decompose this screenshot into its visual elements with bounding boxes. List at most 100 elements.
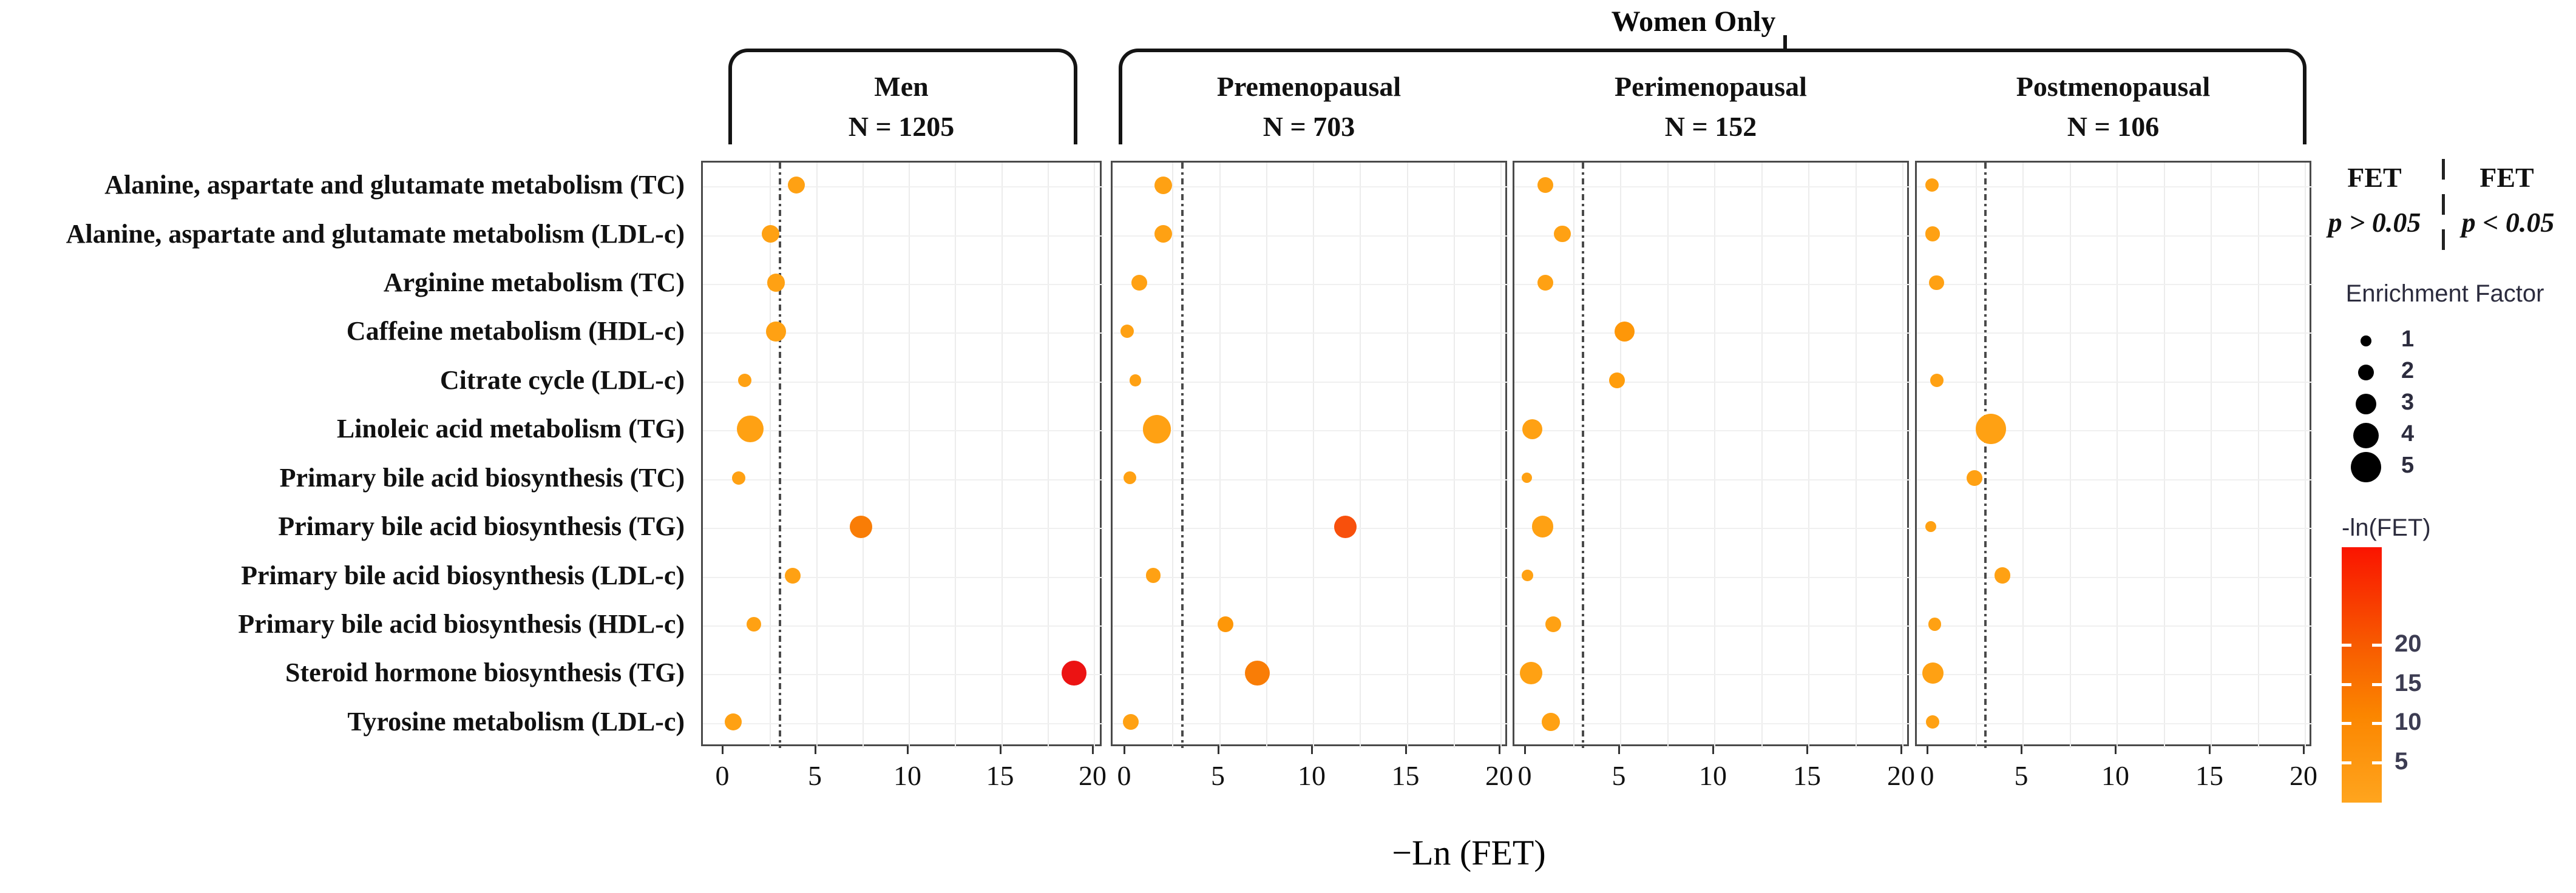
colorbar-tick-notch <box>2342 761 2351 764</box>
group-n-label: N = 703 <box>1263 111 1355 142</box>
data-point <box>1608 372 1625 388</box>
gridline-horizontal <box>703 284 1103 286</box>
data-point <box>1542 712 1561 731</box>
gridline-vertical <box>770 163 771 748</box>
pathway-label: Caffeine metabolism (HDL-c) <box>346 316 685 346</box>
x-axis-tick-label: 0 <box>715 760 730 791</box>
x-axis-tick <box>1499 746 1500 754</box>
data-point <box>1521 473 1532 484</box>
data-point <box>725 713 742 730</box>
x-axis-tick <box>1524 746 1526 754</box>
gridline-horizontal <box>1917 625 2313 627</box>
fet-sig-threshold: p < 0.05 <box>2461 207 2555 238</box>
panel-postmenopausal <box>1915 161 2313 748</box>
colorbar-title: -ln(FET) <box>2342 514 2431 541</box>
x-axis-tick-label: 20 <box>1887 760 1915 791</box>
x-axis-tick <box>1092 746 1094 754</box>
panel-perimenopausal <box>1513 161 1911 748</box>
gridline-horizontal <box>703 332 1103 334</box>
group-title: Men <box>874 71 929 102</box>
gridline-horizontal <box>1514 479 1911 480</box>
gridline-horizontal <box>1514 430 1911 432</box>
x-axis-tick-label: 0 <box>1920 760 1934 791</box>
data-point <box>1537 275 1554 291</box>
colorbar-tick-notch <box>2342 644 2351 647</box>
gridline-horizontal <box>1113 674 1509 676</box>
gridline-vertical <box>1047 163 1049 748</box>
x-axis-tick-label: 20 <box>1485 760 1513 791</box>
data-point <box>746 616 762 632</box>
fet-sig-title: FET <box>2479 162 2534 193</box>
data-point <box>1244 660 1270 686</box>
women-only-brace-pointer <box>1783 35 1787 51</box>
group-title: Postmenopausal <box>2016 71 2211 102</box>
data-point <box>1976 414 2007 445</box>
x-axis-title: −Ln (FET) <box>1392 833 1546 872</box>
x-axis-tick <box>1405 746 1407 754</box>
data-point <box>766 322 786 342</box>
data-point <box>1120 325 1134 339</box>
gridline-horizontal <box>1917 528 2313 530</box>
gridline-horizontal <box>1113 332 1509 334</box>
x-axis-tick <box>1124 746 1125 754</box>
pathway-label: Primary bile acid biosynthesis (TC) <box>279 462 685 493</box>
x-axis-tick <box>1217 746 1219 754</box>
x-axis-tick <box>2209 746 2211 754</box>
gridline-horizontal <box>703 674 1103 676</box>
gridline-vertical <box>1360 163 1361 748</box>
data-point <box>1930 373 1944 387</box>
enrichment-size-label: 4 <box>2401 421 2415 447</box>
gridline-horizontal <box>1113 381 1509 383</box>
data-point <box>1123 471 1136 485</box>
gridline-horizontal <box>703 235 1103 237</box>
data-point <box>737 373 751 387</box>
gridline-vertical <box>1266 163 1267 748</box>
gridline-horizontal <box>1113 723 1509 724</box>
gridline-vertical <box>862 163 864 748</box>
gridline-vertical <box>1975 163 1977 748</box>
data-point <box>1929 275 1944 291</box>
gridline-horizontal <box>1514 332 1911 334</box>
data-point <box>736 416 764 443</box>
data-point <box>1994 567 2011 584</box>
x-axis-tick-label: 20 <box>2290 760 2317 791</box>
gridline-vertical <box>1094 163 1095 748</box>
data-point <box>1614 321 1635 342</box>
gridline-vertical <box>1219 163 1221 748</box>
colorbar-tick-notch <box>2372 761 2382 764</box>
pathway-label: Alanine, aspartate and glutamate metabol… <box>66 218 685 249</box>
colorbar-tick-label: 10 <box>2395 709 2422 735</box>
x-axis-tick <box>2021 746 2022 754</box>
fet-legend-divider <box>2442 159 2445 262</box>
x-axis-tick-label: 15 <box>1793 760 1821 791</box>
gridline-horizontal <box>1113 284 1509 286</box>
gridline-vertical <box>1001 163 1003 748</box>
gridline-horizontal <box>1514 625 1911 627</box>
gridline-vertical <box>909 163 910 748</box>
pathway-label: Linoleic acid metabolism (TG) <box>336 414 685 444</box>
gridline-horizontal <box>1917 723 2313 724</box>
colorbar-gradient <box>2342 547 2382 803</box>
panel-men <box>701 161 1103 748</box>
data-point <box>850 515 873 538</box>
data-point <box>767 274 785 292</box>
gridline-horizontal <box>703 430 1103 432</box>
group-title: Perimenopausal <box>1615 71 1807 102</box>
gridline-horizontal <box>1514 674 1911 676</box>
enrichment-size-label: 3 <box>2401 389 2415 415</box>
gridline-vertical <box>1667 163 1669 748</box>
x-axis-tick-label: 15 <box>1391 760 1420 791</box>
gridline-horizontal <box>1917 576 2313 578</box>
gridline-horizontal <box>703 381 1103 383</box>
gridline-vertical <box>2117 163 2118 748</box>
gridline-vertical <box>2022 163 2024 748</box>
gridline-vertical <box>1313 163 1314 748</box>
x-axis-tick <box>1311 746 1313 754</box>
colorbar-tick-label: 20 <box>2395 630 2422 657</box>
gridline-vertical <box>816 163 818 748</box>
gridline-horizontal <box>1917 186 2313 188</box>
colorbar-tick-notch <box>2372 722 2382 725</box>
group-n-label: N = 106 <box>2067 111 2160 142</box>
gridline-horizontal <box>1113 186 1509 188</box>
x-axis-tick <box>722 746 724 754</box>
